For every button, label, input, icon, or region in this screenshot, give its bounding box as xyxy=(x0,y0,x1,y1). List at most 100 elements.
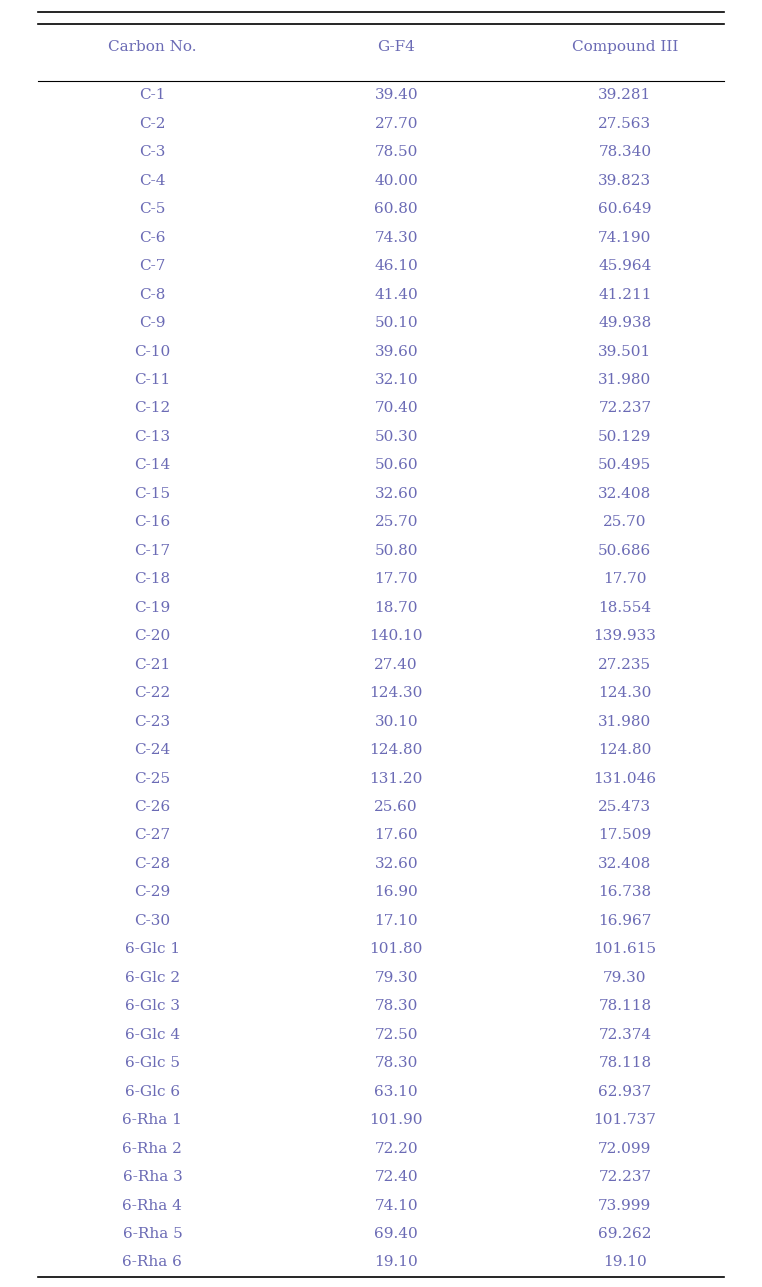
Text: 17.70: 17.70 xyxy=(374,573,418,587)
Text: 39.501: 39.501 xyxy=(598,345,652,359)
Text: 131.20: 131.20 xyxy=(370,771,423,785)
Text: 6-Rha 5: 6-Rha 5 xyxy=(123,1227,182,1241)
Text: 45.964: 45.964 xyxy=(598,259,652,273)
Text: 78.118: 78.118 xyxy=(598,999,652,1013)
Text: 124.30: 124.30 xyxy=(370,686,423,700)
Text: C-10: C-10 xyxy=(134,345,171,359)
Text: 31.980: 31.980 xyxy=(598,373,652,387)
Text: 39.823: 39.823 xyxy=(598,174,652,188)
Text: 50.495: 50.495 xyxy=(598,458,652,472)
Text: C-24: C-24 xyxy=(134,743,171,757)
Text: C-2: C-2 xyxy=(139,117,165,131)
Text: 39.40: 39.40 xyxy=(374,89,418,102)
Text: 17.509: 17.509 xyxy=(598,829,652,843)
Text: 41.40: 41.40 xyxy=(374,287,418,301)
Text: 70.40: 70.40 xyxy=(374,402,418,416)
Text: 72.20: 72.20 xyxy=(374,1142,418,1156)
Text: 124.80: 124.80 xyxy=(370,743,423,757)
Text: 73.999: 73.999 xyxy=(598,1198,652,1212)
Text: 50.80: 50.80 xyxy=(374,544,418,557)
Text: 74.10: 74.10 xyxy=(374,1198,418,1212)
Text: C-26: C-26 xyxy=(134,801,171,813)
Text: 19.10: 19.10 xyxy=(374,1256,418,1269)
Text: 32.60: 32.60 xyxy=(374,857,418,871)
Text: 72.237: 72.237 xyxy=(598,402,652,416)
Text: 50.30: 50.30 xyxy=(374,430,418,444)
Text: 72.40: 72.40 xyxy=(374,1170,418,1184)
Text: 6-Glc 1: 6-Glc 1 xyxy=(125,942,180,956)
Text: 101.80: 101.80 xyxy=(370,942,423,956)
Text: 6-Glc 2: 6-Glc 2 xyxy=(125,970,180,985)
Text: C-29: C-29 xyxy=(134,885,171,900)
Text: 46.10: 46.10 xyxy=(374,259,418,273)
Text: 6-Glc 5: 6-Glc 5 xyxy=(125,1057,180,1071)
Text: 78.50: 78.50 xyxy=(375,145,418,160)
Text: C-7: C-7 xyxy=(139,259,165,273)
Text: 6-Rha 1: 6-Rha 1 xyxy=(123,1113,182,1127)
Text: C-25: C-25 xyxy=(134,771,171,785)
Text: 69.262: 69.262 xyxy=(598,1227,652,1241)
Text: 6-Glc 4: 6-Glc 4 xyxy=(125,1028,180,1041)
Text: 16.738: 16.738 xyxy=(598,885,652,900)
Text: 32.60: 32.60 xyxy=(374,486,418,501)
Text: 18.554: 18.554 xyxy=(598,601,652,615)
Text: 30.10: 30.10 xyxy=(374,714,418,728)
Text: 32.408: 32.408 xyxy=(598,486,652,501)
Text: 32.10: 32.10 xyxy=(374,373,418,387)
Text: 6-Rha 3: 6-Rha 3 xyxy=(123,1170,182,1184)
Text: 18.70: 18.70 xyxy=(374,601,418,615)
Text: 78.30: 78.30 xyxy=(375,1057,418,1071)
Text: 27.235: 27.235 xyxy=(598,658,652,672)
Text: 50.10: 50.10 xyxy=(374,317,418,329)
Text: C-8: C-8 xyxy=(139,287,165,301)
Text: C-20: C-20 xyxy=(134,629,171,644)
Text: C-21: C-21 xyxy=(134,658,171,672)
Text: 39.60: 39.60 xyxy=(374,345,418,359)
Text: 16.90: 16.90 xyxy=(374,885,418,900)
Text: 60.80: 60.80 xyxy=(374,202,418,216)
Text: 139.933: 139.933 xyxy=(594,629,656,644)
Text: C-9: C-9 xyxy=(139,317,165,329)
Text: 25.473: 25.473 xyxy=(598,801,652,813)
Text: 27.40: 27.40 xyxy=(374,658,418,672)
Text: 17.70: 17.70 xyxy=(603,573,647,587)
Text: Carbon No.: Carbon No. xyxy=(108,40,197,54)
Text: 25.60: 25.60 xyxy=(374,801,418,813)
Text: 25.70: 25.70 xyxy=(374,515,418,529)
Text: 101.737: 101.737 xyxy=(594,1113,656,1127)
Text: 32.408: 32.408 xyxy=(598,857,652,871)
Text: 101.90: 101.90 xyxy=(370,1113,423,1127)
Text: Compound III: Compound III xyxy=(572,40,678,54)
Text: 78.340: 78.340 xyxy=(598,145,652,160)
Text: 6-Rha 6: 6-Rha 6 xyxy=(123,1256,182,1269)
Text: C-13: C-13 xyxy=(134,430,171,444)
Text: 17.60: 17.60 xyxy=(374,829,418,843)
Text: 101.615: 101.615 xyxy=(594,942,656,956)
Text: 27.70: 27.70 xyxy=(374,117,418,131)
Text: 19.10: 19.10 xyxy=(603,1256,647,1269)
Text: 50.129: 50.129 xyxy=(598,430,652,444)
Text: 6-Rha 4: 6-Rha 4 xyxy=(123,1198,182,1212)
Text: 41.211: 41.211 xyxy=(598,287,652,301)
Text: 39.281: 39.281 xyxy=(598,89,652,102)
Text: 72.50: 72.50 xyxy=(374,1028,418,1041)
Text: C-23: C-23 xyxy=(134,714,171,728)
Text: C-17: C-17 xyxy=(134,544,171,557)
Text: 62.937: 62.937 xyxy=(598,1085,652,1099)
Text: 16.967: 16.967 xyxy=(598,914,652,928)
Text: 60.649: 60.649 xyxy=(598,202,652,216)
Text: 25.70: 25.70 xyxy=(603,515,647,529)
Text: 27.563: 27.563 xyxy=(598,117,652,131)
Text: C-16: C-16 xyxy=(134,515,171,529)
Text: C-19: C-19 xyxy=(134,601,171,615)
Text: 40.00: 40.00 xyxy=(374,174,418,188)
Text: C-28: C-28 xyxy=(134,857,171,871)
Text: 50.60: 50.60 xyxy=(374,458,418,472)
Text: 140.10: 140.10 xyxy=(370,629,423,644)
Text: C-12: C-12 xyxy=(134,402,171,416)
Text: 72.099: 72.099 xyxy=(598,1142,652,1156)
Text: 31.980: 31.980 xyxy=(598,714,652,728)
Text: C-3: C-3 xyxy=(139,145,165,160)
Text: C-5: C-5 xyxy=(139,202,165,216)
Text: 79.30: 79.30 xyxy=(374,970,418,985)
